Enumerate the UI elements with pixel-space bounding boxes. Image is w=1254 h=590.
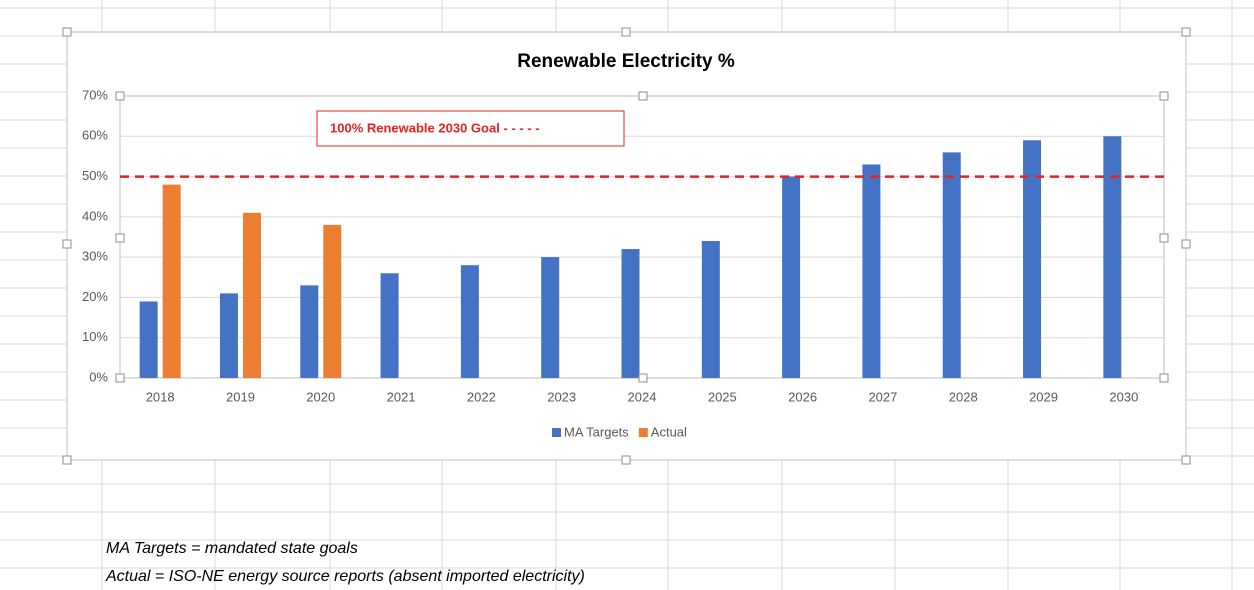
x-tick-label: 2028 [949, 389, 978, 404]
bar [942, 152, 961, 378]
bar [621, 249, 640, 378]
selection-handle [638, 373, 648, 383]
selection-handle [1181, 455, 1191, 465]
bar [1023, 140, 1042, 378]
bar [541, 257, 560, 378]
bar [460, 265, 479, 378]
legend-swatch [552, 428, 561, 437]
x-tick-label: 2018 [146, 389, 175, 404]
selection-handle [62, 239, 72, 249]
x-tick-label: 2022 [467, 389, 496, 404]
bar [139, 301, 158, 378]
y-tick-label: 30% [82, 249, 108, 264]
chart-title: Renewable Electricity % [517, 51, 735, 72]
selection-handle [62, 27, 72, 37]
bar [380, 273, 399, 378]
selection-handle [115, 91, 125, 101]
bar [1103, 136, 1122, 378]
selection-handle [115, 373, 125, 383]
legend-label: Actual [651, 424, 687, 439]
y-tick-label: 10% [82, 329, 108, 344]
y-tick-label: 20% [82, 289, 108, 304]
legend-label: MA Targets [564, 424, 629, 439]
y-tick-label: 70% [82, 87, 108, 102]
note: Actual = ISO-NE energy source reports (a… [105, 568, 585, 585]
selection-handle [638, 91, 648, 101]
bar [242, 212, 261, 378]
bar [862, 164, 881, 378]
goal-annotation: 100% Renewable 2030 Goal - - - - - [330, 120, 540, 135]
x-tick-label: 2026 [788, 389, 817, 404]
x-tick-label: 2019 [226, 389, 255, 404]
bar [323, 224, 342, 378]
selection-handle [1181, 239, 1191, 249]
x-tick-label: 2029 [1029, 389, 1058, 404]
selection-handle [1159, 373, 1169, 383]
x-tick-label: 2025 [708, 389, 737, 404]
bar [782, 176, 801, 378]
x-tick-label: 2020 [306, 389, 335, 404]
selection-handle [621, 27, 631, 37]
bar [701, 241, 720, 378]
y-tick-label: 50% [82, 168, 108, 183]
legend-swatch [638, 428, 648, 437]
selection-handle [621, 455, 631, 465]
goal-annotation-box [316, 110, 625, 147]
x-tick-label: 2027 [868, 389, 897, 404]
y-tick-label: 60% [82, 128, 108, 143]
x-tick-label: 2024 [628, 389, 657, 404]
bar [219, 293, 238, 378]
y-tick-label: 0% [89, 369, 108, 384]
bar [300, 285, 319, 378]
selection-handle [1159, 91, 1169, 101]
y-tick-label: 40% [82, 208, 108, 223]
selection-handle [1181, 27, 1191, 37]
selection-handle [1159, 233, 1169, 243]
selection-handle [62, 455, 72, 465]
x-tick-label: 2021 [387, 389, 416, 404]
selection-handle [115, 233, 125, 243]
x-tick-label: 2023 [547, 389, 576, 404]
bar [162, 184, 181, 378]
note: MA Targets = mandated state goals [106, 540, 358, 557]
x-tick-label: 2030 [1109, 389, 1138, 404]
